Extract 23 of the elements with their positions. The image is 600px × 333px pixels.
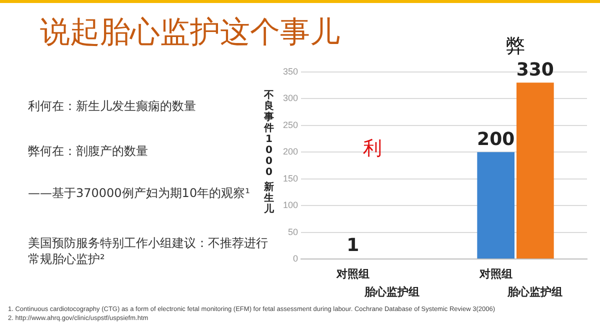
chart-title: 说起胎心监护这个事儿	[40, 14, 340, 52]
y-tick-label: 50	[288, 226, 298, 237]
text: 胎心监护组	[364, 285, 420, 298]
x-tick-label: 利	[363, 137, 382, 160]
x-tick-label: 弊	[506, 35, 526, 58]
y-tick-label: 350	[282, 66, 298, 76]
y-tick-label: 100	[282, 200, 298, 210]
text: ——基于370000例产妇为期10年的观察¹	[28, 186, 250, 200]
text: 美国预防服务特别工作小组建议：不推荐进行常规胎心监护²	[28, 235, 269, 267]
y-tick-label: 150	[282, 173, 298, 184]
text: 对照组	[479, 267, 512, 280]
text: 不良事件1000 新生儿	[264, 90, 274, 215]
y-tick-label: 200	[282, 146, 298, 157]
y-tick-label: 300	[282, 93, 298, 104]
y-tick-label: 0	[293, 253, 298, 264]
text: 胎心监护组	[506, 285, 563, 298]
text: 弊何在：剖腹产的数量	[28, 144, 148, 158]
data-label: 1	[346, 235, 360, 256]
data-label: 200	[477, 128, 515, 150]
data-label: 330	[516, 59, 554, 80]
series-label: 对照组	[335, 267, 370, 280]
y-tick-label: 250	[282, 120, 298, 130]
text: 利何在：新生儿发生癫痫的数量	[28, 99, 196, 113]
